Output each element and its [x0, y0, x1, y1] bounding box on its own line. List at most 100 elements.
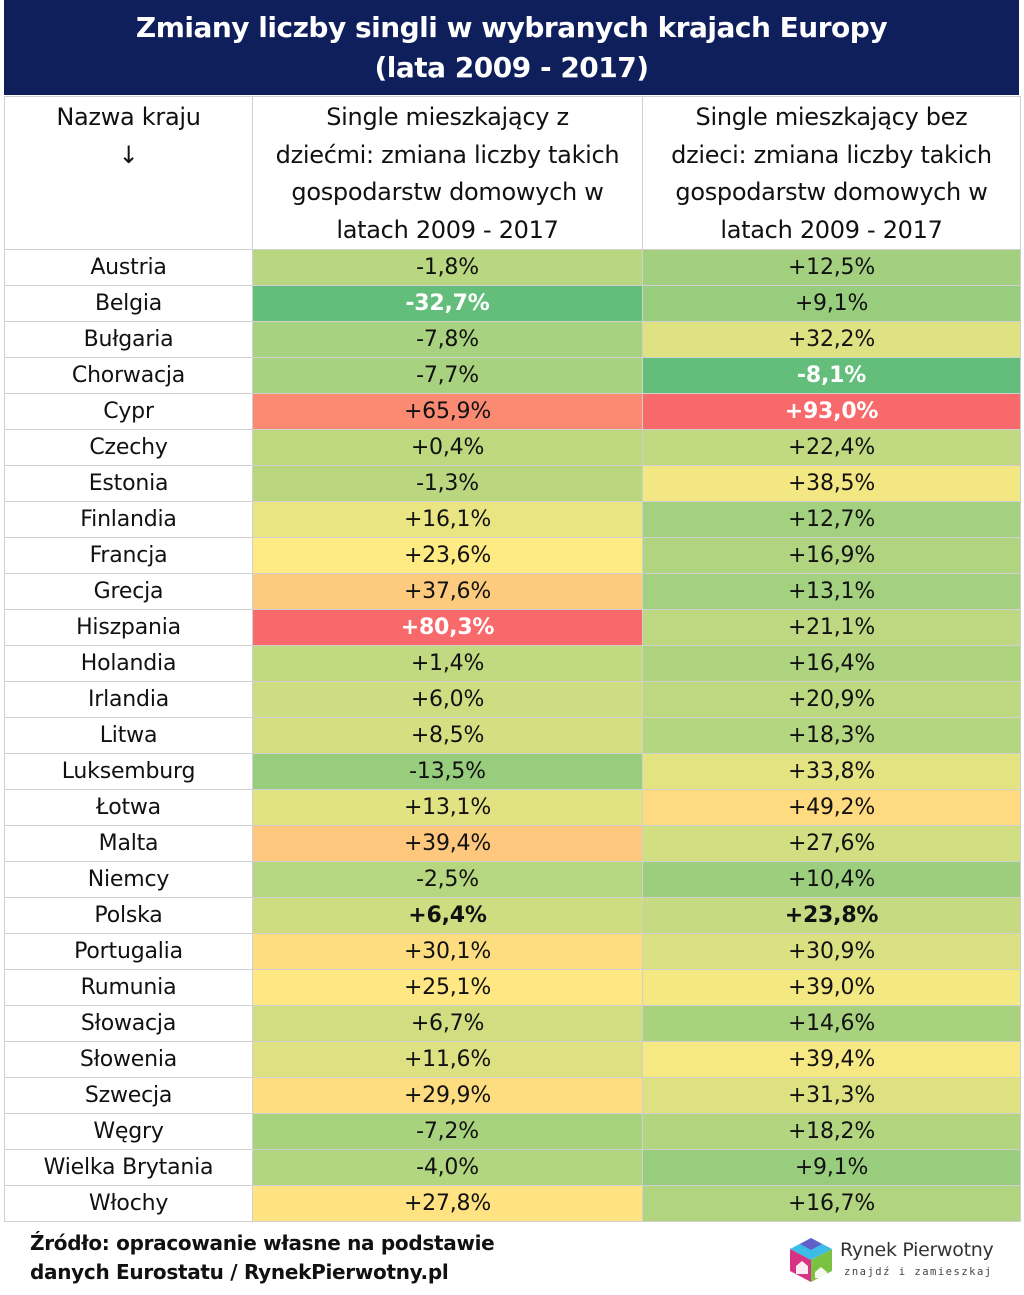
value-cell-without-children: +21,1% — [642, 609, 1021, 646]
value-cell-with-children: -7,7% — [252, 357, 643, 394]
value-cell-without-children: +39,4% — [642, 1041, 1021, 1078]
country-cell: Łotwa — [4, 789, 253, 826]
country-cell: Wielka Brytania — [4, 1149, 253, 1186]
value-cell-without-children: +13,1% — [642, 573, 1021, 610]
table-row: Hiszpania +80,3% +21,1% — [4, 609, 1021, 646]
country-cell: Cypr — [4, 393, 253, 430]
country-cell: Słowacja — [4, 1005, 253, 1042]
value-cell-without-children: +27,6% — [642, 825, 1021, 862]
table-row: Grecja +37,6% +13,1% — [4, 573, 1021, 610]
value-cell-without-children: +31,3% — [642, 1077, 1021, 1114]
country-cell: Litwa — [4, 717, 253, 754]
country-cell: Malta — [4, 825, 253, 862]
value-cell-without-children: +39,0% — [642, 969, 1021, 1006]
value-cell-with-children: +39,4% — [252, 825, 643, 862]
header-country-line-1: Nazwa kraju — [56, 103, 201, 131]
value-cell-with-children: +30,1% — [252, 933, 643, 970]
value-cell-without-children: -8,1% — [642, 357, 1021, 394]
header-with-children: Single mieszkający z dziećmi: zmiana lic… — [252, 96, 643, 250]
country-cell: Belgia — [4, 285, 253, 322]
table-row: Luksemburg -13,5% +33,8% — [4, 753, 1021, 790]
value-cell-with-children: -1,3% — [252, 465, 643, 502]
country-cell: Węgry — [4, 1113, 253, 1150]
table-row: Polska +6,4% +23,8% — [4, 897, 1021, 934]
table-row: Niemcy -2,5% +10,4% — [4, 861, 1021, 898]
value-cell-without-children: +9,1% — [642, 285, 1021, 322]
value-cell-without-children: +22,4% — [642, 429, 1021, 466]
value-cell-without-children: +16,7% — [642, 1185, 1021, 1222]
header-row: Nazwa kraju ↓ Single mieszkający z dzieć… — [4, 96, 1021, 250]
value-cell-with-children: -2,5% — [252, 861, 643, 898]
value-cell-without-children: +49,2% — [642, 789, 1021, 826]
table-row: Austria -1,8% +12,5% — [4, 249, 1021, 286]
logo-tagline: znajdź i zamieszkaj — [844, 1266, 993, 1278]
heatmap-table: Nazwa kraju ↓ Single mieszkający z dzieć… — [4, 96, 1021, 1222]
table-row: Słowacja +6,7% +14,6% — [4, 1005, 1021, 1042]
table-row: Malta +39,4% +27,6% — [4, 825, 1021, 862]
country-cell: Niemcy — [4, 861, 253, 898]
country-cell: Chorwacja — [4, 357, 253, 394]
logo-brand-text: Rynek Pierwotny — [840, 1239, 994, 1261]
country-cell: Czechy — [4, 429, 253, 466]
rynek-pierwotny-logo: Rynek Pierwotny znajdź i zamieszkaj — [788, 1236, 1008, 1284]
table-row: Łotwa +13,1% +49,2% — [4, 789, 1021, 826]
value-cell-with-children: +29,9% — [252, 1077, 643, 1114]
header-with-children-line-2: dziećmi: zmiana liczby takich — [275, 140, 620, 169]
title-line-2: (lata 2009 - 2017) — [374, 51, 649, 84]
value-cell-without-children: +16,4% — [642, 645, 1021, 682]
value-cell-without-children: +30,9% — [642, 933, 1021, 970]
value-cell-without-children: +23,8% — [642, 897, 1021, 934]
table-row: Czechy +0,4% +22,4% — [4, 429, 1021, 466]
source-line-1: Źródło: opracowanie własne na podstawie — [30, 1231, 495, 1255]
table-row: Estonia -1,3% +38,5% — [4, 465, 1021, 502]
value-cell-without-children: +20,9% — [642, 681, 1021, 718]
header-with-children-line-4: latach 2009 - 2017 — [336, 215, 559, 244]
header-country-arrow: ↓ — [118, 140, 139, 169]
value-cell-with-children: +1,4% — [252, 645, 643, 682]
table-body: Austria -1,8% +12,5% Belgia -32,7% +9,1% Bułga… — [4, 249, 1021, 1222]
value-cell-with-children: +16,1% — [252, 501, 643, 538]
value-cell-with-children: -1,8% — [252, 249, 643, 286]
header-without-children: Single mieszkający bez dzieci: zmiana li… — [642, 96, 1021, 250]
country-cell: Hiszpania — [4, 609, 253, 646]
table-row: Bułgaria -7,8% +32,2% — [4, 321, 1021, 358]
country-cell: Włochy — [4, 1185, 253, 1222]
table-row: Holandia +1,4% +16,4% — [4, 645, 1021, 682]
header-with-children-line-1: Single mieszkający z — [326, 103, 569, 131]
value-cell-with-children: +6,4% — [252, 897, 643, 934]
value-cell-with-children: +6,7% — [252, 1005, 643, 1042]
value-cell-without-children: +14,6% — [642, 1005, 1021, 1042]
country-cell: Luksemburg — [4, 753, 253, 790]
table-row: Francja +23,6% +16,9% — [4, 537, 1021, 574]
value-cell-without-children: +10,4% — [642, 861, 1021, 898]
value-cell-without-children: +18,2% — [642, 1113, 1021, 1150]
country-cell: Portugalia — [4, 933, 253, 970]
value-cell-with-children: +80,3% — [252, 609, 643, 646]
value-cell-without-children: +12,5% — [642, 249, 1021, 286]
value-cell-with-children: +37,6% — [252, 573, 643, 610]
table-row: Wielka Brytania -4,0% +9,1% — [4, 1149, 1021, 1186]
header-country: Nazwa kraju ↓ — [4, 96, 253, 250]
country-cell: Grecja — [4, 573, 253, 610]
value-cell-with-children: +23,6% — [252, 537, 643, 574]
table-row: Belgia -32,7% +9,1% — [4, 285, 1021, 322]
value-cell-with-children: +11,6% — [252, 1041, 643, 1078]
table-row: Cypr +65,9% +93,0% — [4, 393, 1021, 430]
header-without-children-line-1: Single mieszkający bez — [695, 103, 968, 131]
header-without-children-line-2: dzieci: zmiana liczby takich — [671, 140, 992, 169]
value-cell-without-children: +18,3% — [642, 717, 1021, 754]
cube-logo-icon — [790, 1238, 832, 1282]
table-row: Litwa +8,5% +18,3% — [4, 717, 1021, 754]
value-cell-without-children: +38,5% — [642, 465, 1021, 502]
table-row: Portugalia +30,1% +30,9% — [4, 933, 1021, 970]
header-with-children-line-3: gospodarstw domowych w — [291, 178, 604, 206]
country-cell: Estonia — [4, 465, 253, 502]
value-cell-with-children: +25,1% — [252, 969, 643, 1006]
title-line-1: Zmiany liczby singli w wybranych krajach… — [135, 11, 888, 44]
value-cell-without-children: +16,9% — [642, 537, 1021, 574]
source-note: Źródło: opracowanie własne na podstawie … — [30, 1229, 495, 1287]
value-cell-with-children: +6,0% — [252, 681, 643, 718]
value-cell-with-children: +27,8% — [252, 1185, 643, 1222]
source-line-2: danych Eurostatu / RynekPierwotny.pl — [30, 1260, 449, 1284]
country-cell: Irlandia — [4, 681, 253, 718]
